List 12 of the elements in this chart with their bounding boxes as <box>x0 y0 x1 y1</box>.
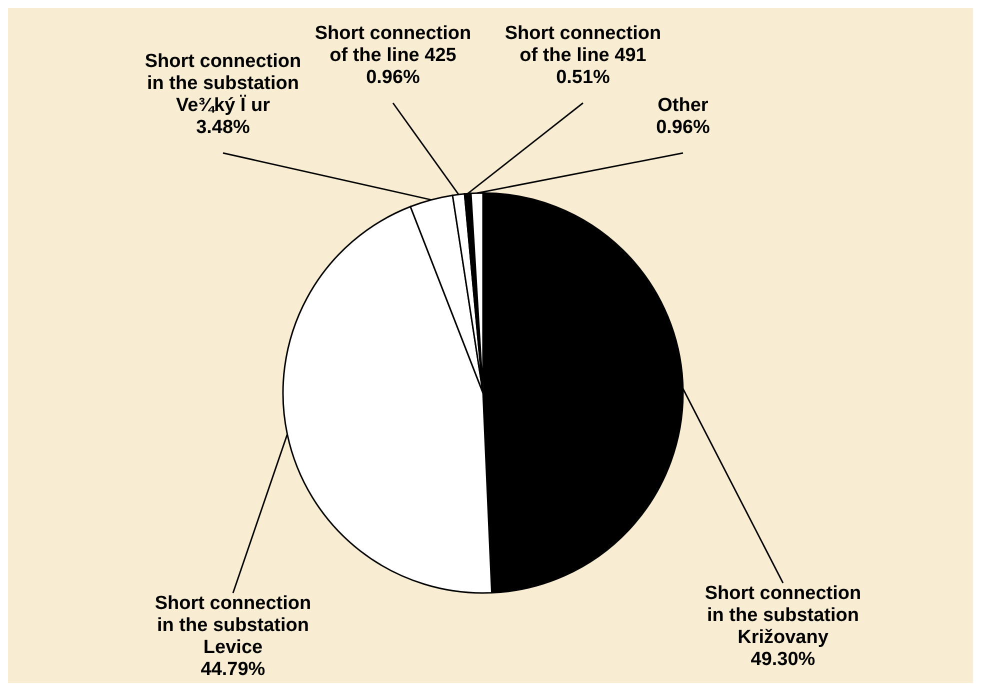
data-label: 44.79% <box>200 659 266 680</box>
slice-label: Short connection of the line 425 <box>314 23 472 66</box>
data-label: 3.48% <box>196 117 250 138</box>
slice-label: Short connection in the substation Levice <box>154 593 312 658</box>
slice-label: Short connection of the line 491 <box>504 23 662 66</box>
data-label: 0.96% <box>656 117 710 138</box>
slice-label: Other <box>658 95 709 116</box>
data-label: 0.96% <box>366 67 420 88</box>
slice-label: Short connection in the substation Ve¾ký Ï ur <box>144 51 302 116</box>
data-label: 49.30% <box>750 649 816 670</box>
data-label: 0.51% <box>556 67 610 88</box>
slice-label: Short connection in the substation Križovany <box>704 583 862 648</box>
